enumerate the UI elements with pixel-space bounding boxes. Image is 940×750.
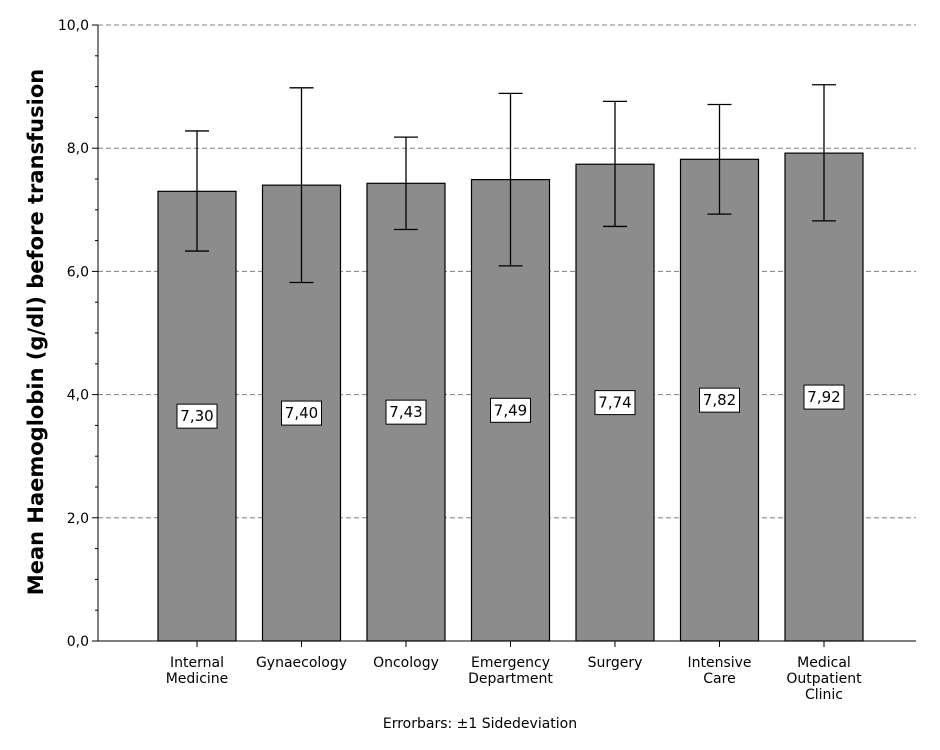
value-label-4: 7,74	[598, 394, 631, 412]
category-label-line: Care	[703, 671, 735, 687]
value-label-5: 7,82	[703, 391, 736, 409]
category-label-line: Medicine	[166, 671, 229, 687]
axes: 0,0 2,0 4,0 6,0 8,0 10,0 Internal Medicine Gynae…	[58, 18, 916, 703]
value-label-3: 7,49	[494, 401, 527, 419]
value-label-1: 7,40	[285, 404, 318, 422]
category-label-line: Medical	[797, 655, 851, 671]
value-label-box-3	[490, 397, 531, 423]
bars	[157, 152, 864, 642]
category-label-0: Internal Medicine	[166, 655, 229, 687]
value-label-box-0	[176, 403, 218, 429]
category-label-line: Department	[468, 671, 553, 687]
category-label-5: Intensive Care	[687, 655, 751, 687]
value-label-box-1	[281, 400, 322, 426]
value-label-0: 7,30	[180, 407, 213, 425]
y-axis-title: Mean Haemoglobin (g/dl) before transfusi…	[24, 69, 48, 595]
y-tick-label: 0,0	[67, 634, 89, 650]
value-label-box-4	[594, 390, 636, 416]
value-label-box-5	[699, 387, 740, 413]
y-tick-label: 6,0	[67, 264, 89, 280]
value-label-box-2	[385, 399, 427, 425]
category-label-line: Oncology	[373, 655, 439, 671]
category-label-line: Gynaecology	[256, 655, 347, 671]
y-tick-label: 10,0	[58, 18, 89, 34]
y-tick-label: 8,0	[67, 141, 89, 157]
category-label-3: Emergency Department	[468, 655, 553, 687]
footnote: Errorbars: ±1 Sidedeviation	[383, 716, 577, 732]
category-label-line: Outpatient	[786, 671, 862, 687]
category-label-line: Surgery	[588, 655, 643, 671]
value-labels: 7,30 7,40 7,43 7,49 7,74 7,82 7,92	[176, 384, 845, 429]
category-label-1: Gynaecology	[256, 655, 347, 671]
value-label-2: 7,43	[389, 403, 422, 421]
category-label-line: Intensive	[687, 655, 751, 671]
error-bars	[185, 84, 836, 284]
y-tick-label: 4,0	[67, 388, 89, 404]
category-label-4: Surgery	[588, 655, 643, 671]
y-tick-label: 2,0	[67, 511, 89, 527]
category-label-line: Emergency	[471, 655, 550, 671]
category-label-line: Clinic	[805, 687, 843, 703]
category-label-2: Oncology	[373, 655, 439, 671]
value-label-6: 7,92	[807, 388, 840, 406]
category-label-line: Internal	[170, 655, 224, 671]
category-label-6: Medical Outpatient Clinic	[786, 655, 862, 703]
value-label-box-6	[803, 384, 845, 410]
